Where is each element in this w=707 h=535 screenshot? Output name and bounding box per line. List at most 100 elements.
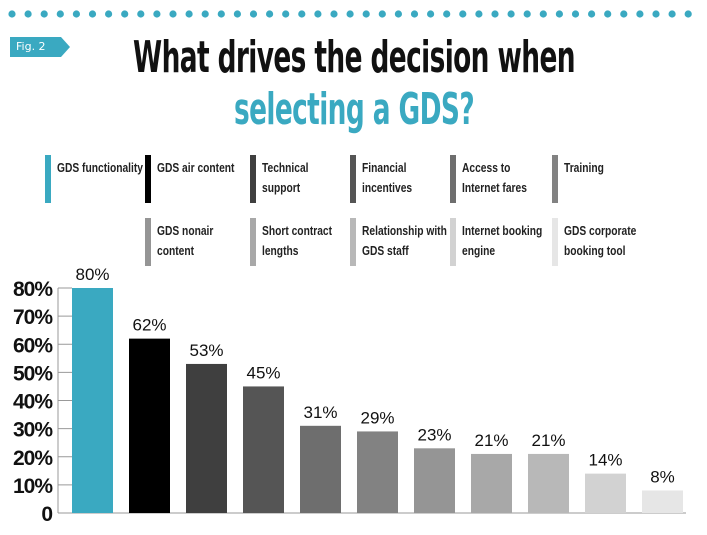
data-label: 21% <box>474 431 508 450</box>
legend-item: Access to Internet fares <box>450 155 567 203</box>
legend-swatch <box>450 155 456 203</box>
dot <box>684 10 692 18</box>
legend-item: GDS functionality <box>45 155 162 203</box>
dot <box>201 10 209 18</box>
bar <box>186 363 227 513</box>
data-label: 14% <box>588 451 622 470</box>
legend-swatch <box>145 155 151 203</box>
dot <box>137 10 145 18</box>
dot <box>153 10 161 18</box>
data-label: 45% <box>246 363 280 382</box>
dot <box>523 10 531 18</box>
legend-label: Short contract lengths <box>262 224 333 258</box>
legend-item: GDS air content <box>145 155 262 203</box>
legend-swatch <box>145 218 151 266</box>
legend-item: Internet booking engine <box>450 218 567 266</box>
dot <box>459 10 467 18</box>
legend-swatch <box>350 218 356 266</box>
dot <box>620 10 628 18</box>
figure-label: Fig. 2 <box>10 37 70 57</box>
title-line-1: What drives the decision when <box>133 32 576 83</box>
dot <box>571 10 580 18</box>
legend-swatch <box>552 218 558 266</box>
dot <box>72 10 80 18</box>
y-tick-label: 20% <box>13 447 53 470</box>
dot <box>668 10 676 18</box>
legend-swatch <box>250 218 256 266</box>
dot <box>443 10 451 18</box>
dot <box>475 10 483 18</box>
dot <box>233 10 241 18</box>
bar <box>414 448 455 513</box>
dot <box>40 10 48 18</box>
legend-label: Internet booking engine <box>462 224 543 258</box>
dot <box>588 10 596 18</box>
bar <box>243 386 284 513</box>
dot <box>362 10 370 18</box>
bar <box>471 453 512 513</box>
dot <box>217 10 225 18</box>
dot <box>394 10 402 18</box>
dot <box>105 10 113 18</box>
data-label: 21% <box>531 431 565 450</box>
dot <box>410 10 419 18</box>
dot <box>378 10 386 18</box>
dot <box>636 10 644 18</box>
dot <box>121 10 129 18</box>
title-line-2: selecting a GDS? <box>233 84 475 135</box>
bar <box>585 473 626 513</box>
dot <box>652 10 660 18</box>
dot <box>8 10 16 18</box>
data-label: 62% <box>132 316 166 335</box>
legend-item: GDS nonair content <box>145 218 262 266</box>
legend-item: Relationship with GDS staff <box>350 218 467 266</box>
bar <box>528 453 569 513</box>
data-label: 23% <box>417 425 451 444</box>
dot <box>169 10 177 18</box>
dot <box>185 10 193 18</box>
dot <box>555 10 564 18</box>
dot <box>346 10 354 18</box>
y-tick-label: 60% <box>13 334 53 357</box>
legend-label: GDS nonair content <box>157 224 214 258</box>
dot <box>427 10 435 18</box>
legend-item: GDS corporate booking tool <box>552 218 669 266</box>
dot <box>330 10 338 18</box>
dot <box>298 10 306 18</box>
y-tick-label: 40% <box>13 391 53 414</box>
dot <box>56 10 64 18</box>
dot <box>249 10 258 18</box>
legend-label: Relationship with GDS staff <box>362 224 447 258</box>
data-label: 31% <box>303 403 337 422</box>
bar <box>642 490 683 513</box>
y-tick-label: 10% <box>13 475 53 498</box>
y-tick-label: 70% <box>13 306 53 329</box>
legend-swatch <box>552 155 558 203</box>
legend-label: Financial incentives <box>362 161 413 195</box>
legend-label: Technical support <box>262 161 309 195</box>
legend-label: GDS air content <box>157 161 235 175</box>
data-label: 8% <box>650 468 675 487</box>
dot <box>314 10 322 18</box>
legend-swatch <box>350 155 356 203</box>
dotted-divider <box>8 10 692 18</box>
legend-label: GDS functionality <box>57 161 143 175</box>
y-tick-label: 30% <box>13 419 53 442</box>
legend-swatch <box>45 155 51 203</box>
dot <box>604 10 612 18</box>
dot <box>282 10 290 18</box>
dot <box>491 10 499 18</box>
legend-item: Short contract lengths <box>250 218 367 266</box>
legend-swatch <box>450 218 456 266</box>
legend-label: Training <box>564 161 604 175</box>
legend-label: GDS corporate booking tool <box>564 224 637 258</box>
legend-swatch <box>250 155 256 203</box>
dot <box>507 10 515 18</box>
data-label: 53% <box>189 341 223 360</box>
data-label: 29% <box>360 408 394 427</box>
dot <box>24 10 32 18</box>
y-tick-label: 80% <box>13 278 53 301</box>
legend-item: Financial incentives <box>350 155 467 203</box>
